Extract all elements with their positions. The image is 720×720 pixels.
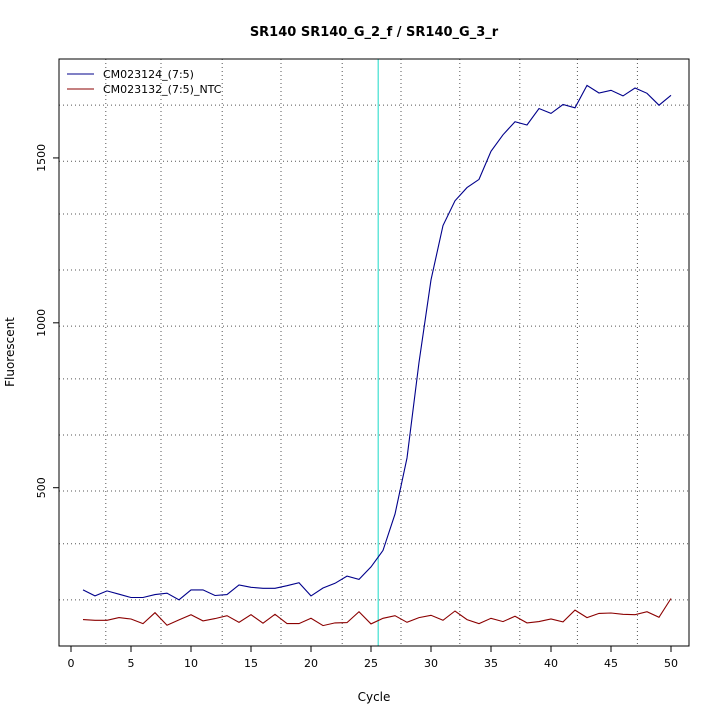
x-tick-label: 10: [184, 657, 198, 670]
axes-layer: 0 5 10 15 20 25 30 35 40 45 50 500 1000 1500: [35, 58, 690, 670]
series-layer: [82, 84, 672, 627]
x-tick-label: 35: [484, 657, 498, 670]
grid-layer: [59, 59, 689, 646]
x-tick-label: 40: [544, 657, 558, 670]
series-line-1: [82, 84, 672, 601]
x-tick-label: 45: [604, 657, 618, 670]
plot-frame: [58, 58, 690, 647]
series-line-2: [82, 598, 672, 627]
x-tick-label: 5: [128, 657, 135, 670]
legend: CM023124_(7:5) CM023132_(7:5)_NTC: [67, 68, 222, 96]
legend-label-2: CM023132_(7:5)_NTC: [103, 83, 222, 96]
x-tick-label: 20: [304, 657, 318, 670]
y-tick-label: 1500: [35, 144, 48, 172]
x-tick-label: 50: [664, 657, 678, 670]
chart-title: SR140 SR140_G_2_f / SR140_G_3_r: [250, 25, 499, 40]
legend-label-1: CM023124_(7:5): [103, 68, 194, 81]
x-tick-label: 15: [244, 657, 258, 670]
x-tick-label: 30: [424, 657, 438, 670]
x-tick-label: 0: [68, 657, 75, 670]
y-axis-label: Fluorescent: [3, 317, 17, 387]
y-tick-label: 500: [35, 477, 48, 498]
x-tick-label: 25: [364, 657, 378, 670]
x-axis-label: Cycle: [358, 690, 391, 704]
y-tick-label: 1000: [35, 309, 48, 337]
